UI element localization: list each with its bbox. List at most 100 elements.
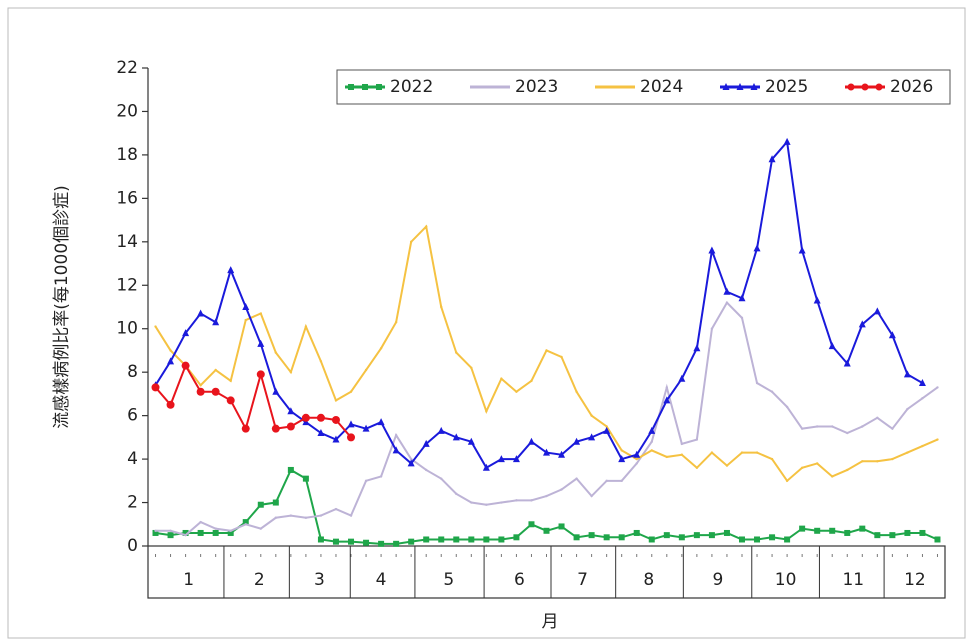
point [515,499,518,502]
point [497,455,505,463]
point [738,536,745,543]
point [169,529,172,532]
point [349,514,353,517]
point [151,383,160,392]
point [831,425,834,428]
y-tick-label: 20 [116,101,138,121]
legend-marker [722,83,730,90]
point [693,344,701,352]
point [906,407,909,411]
point [650,449,653,452]
legend-marker [348,84,354,90]
point [680,442,684,446]
point [407,459,415,467]
y-tick-label: 12 [116,275,138,295]
point [530,499,533,502]
point [678,534,685,541]
x-tick-label: 2 [254,570,265,590]
point [332,538,339,545]
point [379,347,383,350]
point [919,529,926,536]
point [422,439,430,447]
point [754,536,761,543]
point [169,349,172,352]
legend-marker [362,84,368,90]
series-line [154,139,923,470]
point [272,499,279,506]
point [154,529,157,532]
point [665,386,669,389]
point [272,387,280,395]
point [828,342,836,350]
y-tick-label: 10 [116,319,138,339]
point [813,296,821,304]
point [317,536,324,543]
point [635,462,638,465]
point [846,431,849,435]
point [166,400,175,409]
point [635,457,638,461]
point [545,349,548,352]
point [543,527,550,534]
x-axis-band [147,545,946,599]
point [199,520,202,524]
point [663,532,670,539]
point [229,379,232,383]
point [678,374,686,382]
point [287,407,295,415]
point [394,433,398,437]
point [725,301,729,304]
point [695,438,699,441]
point [378,540,385,547]
point [844,529,851,536]
point [440,477,443,480]
point [528,521,535,528]
point [289,514,293,517]
point [196,387,205,396]
point [467,437,475,445]
point [665,455,669,459]
point [575,390,578,393]
point [858,320,866,328]
point [316,413,325,422]
point [876,416,879,420]
x-tick-label: 7 [577,570,588,590]
point [348,538,355,545]
point [605,425,608,428]
point [470,501,473,504]
point [257,501,264,508]
point [695,466,699,469]
point [331,415,340,424]
y-tick-label: 18 [116,145,138,165]
point [785,405,789,409]
point [334,399,338,402]
point [648,536,655,543]
y-tick-label: 6 [127,406,138,426]
point [888,331,896,339]
point [364,479,368,483]
x-tick-label: 1 [183,570,194,590]
point [573,437,581,445]
point [738,294,746,302]
point [843,359,851,367]
point [244,523,247,526]
legend-label: 2023 [515,77,558,97]
x-tick-label: 4 [376,570,387,590]
point [455,492,458,496]
point [184,533,187,537]
x-tick-label: 5 [443,570,454,590]
point [618,534,625,541]
point [590,414,593,417]
point [152,529,159,536]
x-tick-label: 9 [713,570,724,590]
point [934,536,941,543]
point [229,529,232,532]
point [227,266,235,274]
point [424,468,428,472]
legend-marker [376,84,382,90]
point [241,424,250,433]
point [770,390,774,393]
point [921,397,924,400]
point [362,424,370,432]
